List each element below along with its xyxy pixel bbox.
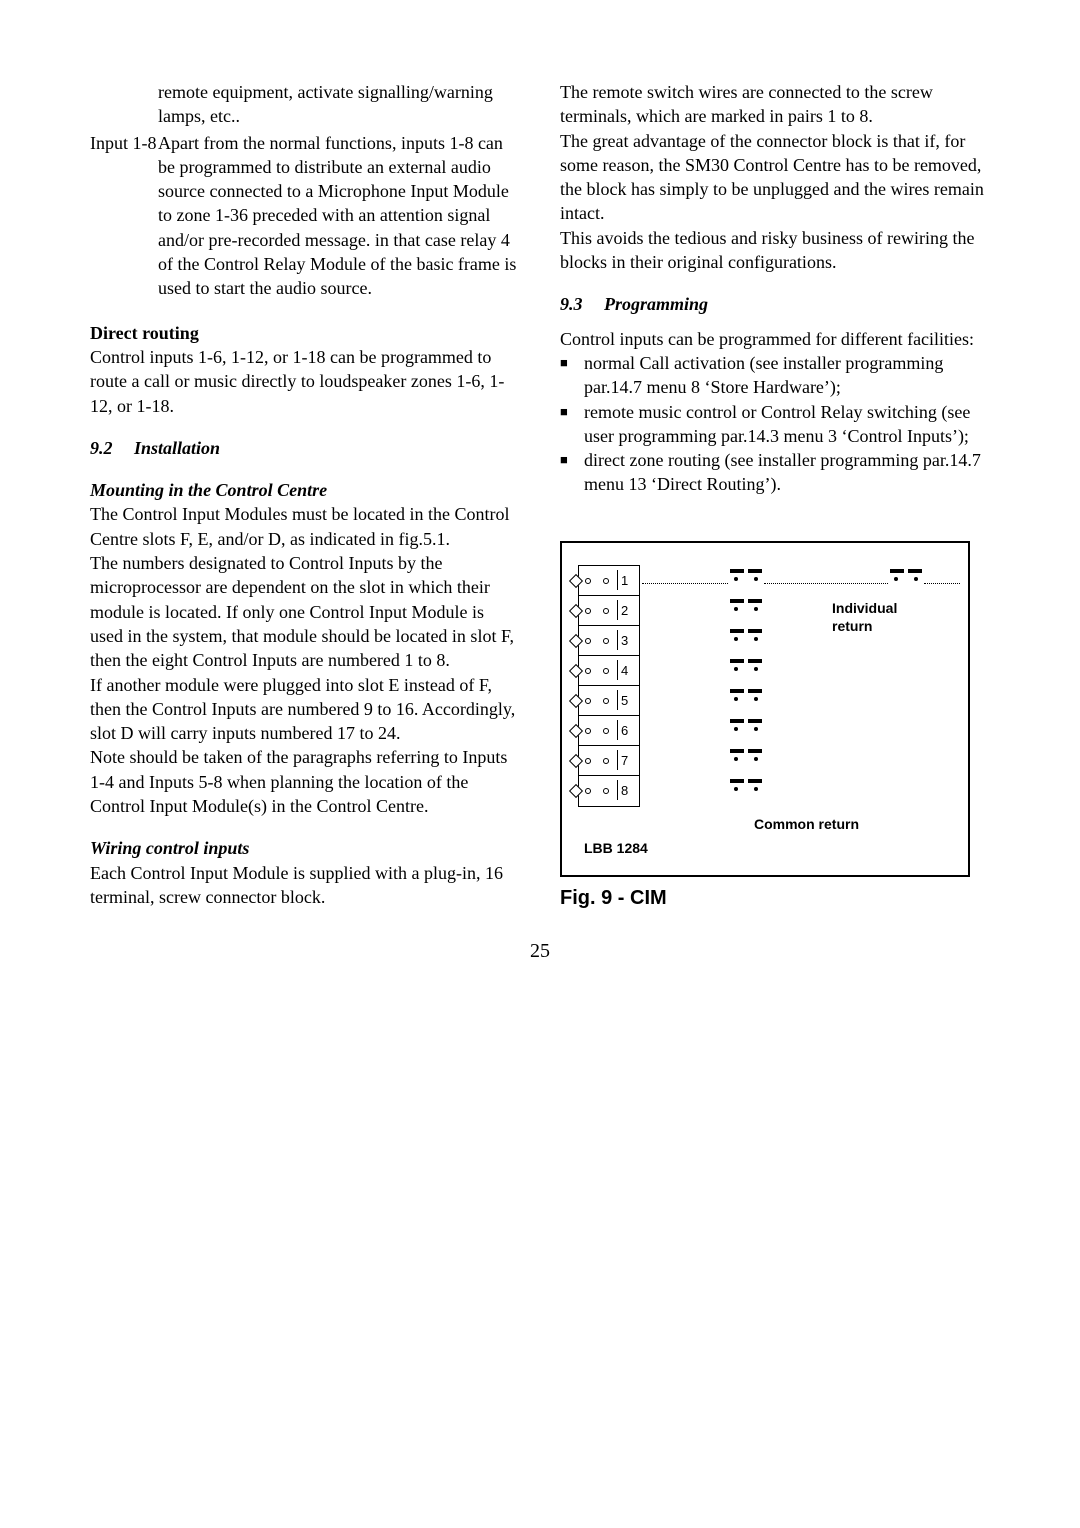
screw-icon — [585, 638, 591, 644]
square-bullet-icon: ■ — [560, 351, 584, 400]
terminal-dots-icon — [730, 785, 762, 793]
label-return: return — [832, 617, 872, 636]
row-number: 8 — [621, 782, 628, 800]
row-number: 6 — [621, 722, 628, 740]
diamond-icon — [569, 724, 583, 738]
para-r2: The great advantage of the connector blo… — [560, 129, 990, 226]
label-lbb-1284: LBB 1284 — [584, 839, 648, 858]
dotted-line — [642, 583, 728, 584]
diamond-icon — [569, 634, 583, 648]
screw-icon — [585, 698, 591, 704]
row-number: 7 — [621, 752, 628, 770]
connector-block: 1 2 3 4 5 6 7 8 — [578, 565, 640, 807]
para-wiring: Each Control Input Module is supplied wi… — [90, 861, 520, 910]
bullet-list-programming: ■normal Call activation (see installer p… — [560, 351, 990, 497]
para-mount-2: The numbers designated to Control Inputs… — [90, 551, 520, 672]
row-number: 5 — [621, 692, 628, 710]
subheading-mounting: Mounting in the Control Centre — [90, 478, 520, 502]
terminal-dots-icon — [730, 755, 762, 763]
heading-direct-routing: Direct routing — [90, 321, 520, 345]
subheading-wiring: Wiring control inputs — [90, 836, 520, 860]
section-title: Programming — [604, 294, 708, 314]
connector-row: 4 — [579, 656, 639, 686]
para-r1: The remote switch wires are connected to… — [560, 80, 990, 129]
bullet-text: direct zone routing (see installer progr… — [584, 448, 990, 497]
connector-row: 2 — [579, 596, 639, 626]
diamond-icon — [569, 754, 583, 768]
terminal-dots-icon — [730, 635, 762, 643]
hang-label: Input 1-8 — [90, 131, 158, 301]
screw-icon — [603, 698, 609, 704]
terminal-dots-icon — [730, 575, 762, 583]
terminal-dots-icon — [730, 695, 762, 703]
list-item: ■remote music control or Control Relay s… — [560, 400, 990, 449]
screw-icon — [585, 608, 591, 614]
screw-icon — [585, 788, 591, 794]
list-item: ■normal Call activation (see installer p… — [560, 351, 990, 400]
left-column: remote equipment, activate signalling/wa… — [90, 80, 520, 912]
dotted-line — [924, 583, 960, 584]
bullet-text: normal Call activation (see installer pr… — [584, 351, 990, 400]
section-9-2-heading: 9.2Installation — [90, 436, 520, 460]
screw-icon — [603, 638, 609, 644]
right-column: The remote switch wires are connected to… — [560, 80, 990, 912]
square-bullet-icon: ■ — [560, 448, 584, 497]
para-mount-3: If another module were plugged into slot… — [90, 673, 520, 746]
dotted-line — [764, 583, 888, 584]
terminal-dots-icon — [730, 725, 762, 733]
screw-icon — [603, 728, 609, 734]
connector-row: 8 — [579, 776, 639, 806]
page-number: 25 — [90, 938, 990, 965]
bullet-text: remote music control or Control Relay sw… — [584, 400, 990, 449]
diamond-icon — [569, 694, 583, 708]
row-number: 1 — [621, 572, 628, 590]
section-number: 9.3 — [560, 292, 604, 316]
hang-text: remote equipment, activate signalling/wa… — [158, 80, 520, 129]
screw-icon — [603, 578, 609, 584]
hang-text: Apart from the normal functions, inputs … — [158, 131, 520, 301]
row-number: 3 — [621, 632, 628, 650]
screw-icon — [603, 758, 609, 764]
para-prog-intro: Control inputs can be programmed for dif… — [560, 327, 990, 351]
row-number: 2 — [621, 602, 628, 620]
hang-input-1-8: Input 1-8 Apart from the normal function… — [90, 131, 520, 301]
screw-icon — [603, 788, 609, 794]
connector-row: 1 — [579, 566, 639, 596]
section-title: Installation — [134, 438, 220, 458]
para-mount-4: Note should be taken of the paragraphs r… — [90, 745, 520, 818]
list-item: ■direct zone routing (see installer prog… — [560, 448, 990, 497]
para-direct-routing: Control inputs 1-6, 1-12, or 1-18 can be… — [90, 345, 520, 418]
screw-icon — [585, 668, 591, 674]
diamond-icon — [569, 574, 583, 588]
label-common-return: Common return — [754, 815, 859, 834]
terminal-dots-icon — [890, 575, 922, 583]
figure-caption: Fig. 9 - CIM — [560, 885, 990, 912]
screw-icon — [585, 578, 591, 584]
para-r3: This avoids the tedious and risky busine… — [560, 226, 990, 275]
terminal-dots-icon — [730, 605, 762, 613]
section-number: 9.2 — [90, 436, 134, 460]
screw-icon — [603, 608, 609, 614]
screw-icon — [585, 728, 591, 734]
hang-remote-equipment: remote equipment, activate signalling/wa… — [90, 80, 520, 129]
figure-9-cim: 1 2 3 4 5 6 7 8 — [560, 541, 990, 912]
connector-row: 5 — [579, 686, 639, 716]
label-individual: Individual — [832, 599, 897, 618]
diamond-icon — [569, 604, 583, 618]
connector-row: 7 — [579, 746, 639, 776]
square-bullet-icon: ■ — [560, 400, 584, 449]
screw-icon — [603, 668, 609, 674]
diamond-icon — [569, 664, 583, 678]
section-9-3-heading: 9.3Programming — [560, 292, 990, 316]
screw-icon — [585, 758, 591, 764]
row-number: 4 — [621, 662, 628, 680]
connector-row: 6 — [579, 716, 639, 746]
para-mount-1: The Control Input Modules must be locate… — [90, 502, 520, 551]
figure-box: 1 2 3 4 5 6 7 8 — [560, 541, 970, 877]
connector-row: 3 — [579, 626, 639, 656]
diamond-icon — [569, 784, 583, 798]
two-column-layout: remote equipment, activate signalling/wa… — [90, 80, 990, 912]
terminal-dots-icon — [730, 665, 762, 673]
